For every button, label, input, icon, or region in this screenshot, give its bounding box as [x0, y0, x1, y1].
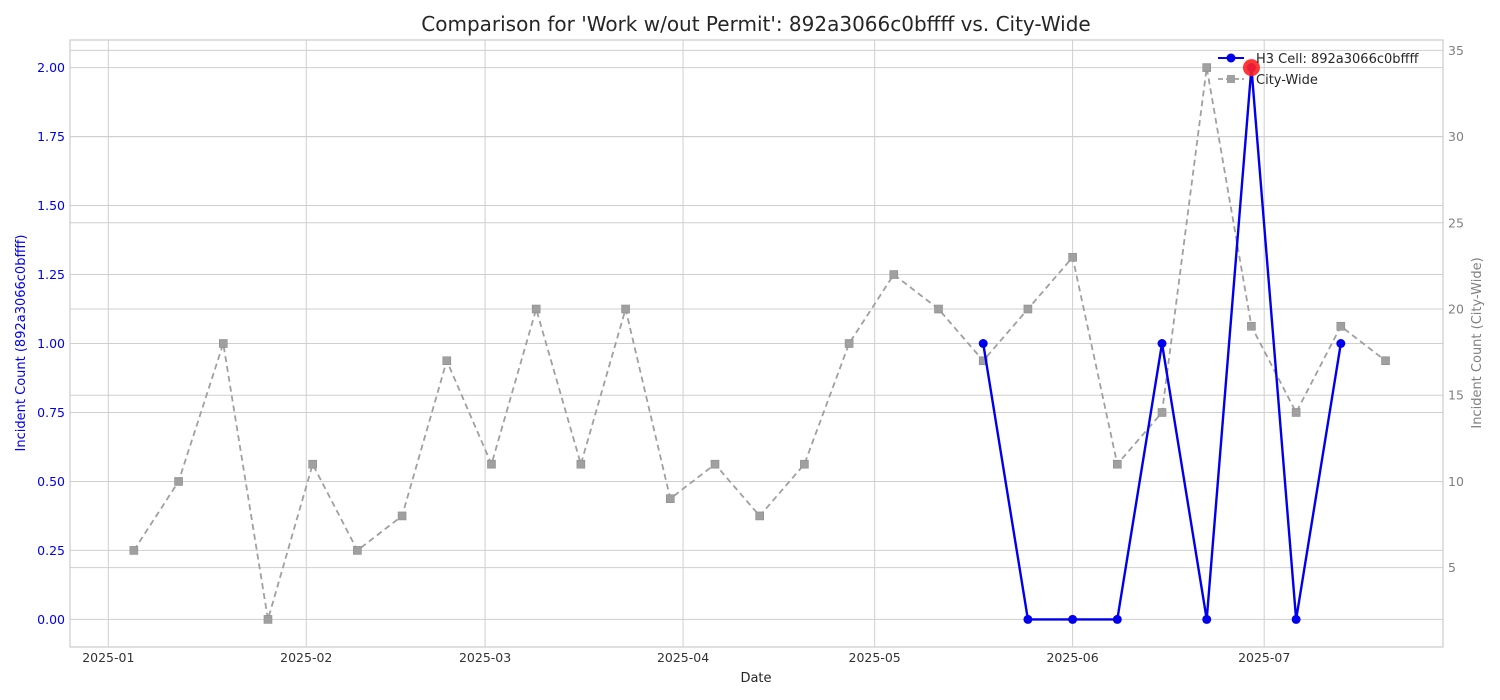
y-right-tick-label: 20 — [1448, 302, 1464, 317]
y-right-tick-label: 35 — [1448, 43, 1464, 58]
axis-ticks: 2025-01 2025-02 2025-03 2025-04 2025-05 2025-… — [37, 43, 1464, 665]
h3-cell-point — [1291, 614, 1301, 624]
legend-city-label: City-Wide — [1256, 73, 1318, 88]
city-wide-point — [442, 356, 452, 366]
city-wide-point — [1336, 321, 1346, 331]
h3-cell-point — [1336, 339, 1346, 348]
y-right-tick-label: 25 — [1448, 215, 1464, 230]
city-wide-point — [621, 304, 630, 314]
y-right-tick-label: 30 — [1448, 129, 1464, 144]
y-axis-right-label: Incident Count (City-Wide) — [1470, 257, 1485, 428]
h3-cell-series — [978, 63, 1346, 624]
city-wide-point — [353, 546, 362, 555]
city-wide-point — [934, 304, 943, 314]
city-wide-point — [129, 546, 139, 555]
x-tick-label: 2025-02 — [280, 650, 332, 665]
city-wide-point — [218, 339, 228, 348]
city-wide-point — [1157, 408, 1167, 417]
city-wide-point — [263, 615, 273, 624]
h3-cell-point — [1023, 614, 1033, 624]
city-wide-point — [1023, 304, 1033, 314]
h3-cell-point — [1068, 614, 1078, 624]
y-left-tick-label: 0.25 — [37, 543, 65, 558]
x-tick-label: 2025-07 — [1238, 650, 1290, 665]
legend-h3-label: H3 Cell: 892a3066c0bffff — [1256, 52, 1419, 67]
chart-title: Comparison for 'Work w/out Permit': 892a… — [421, 12, 1090, 36]
y-left-tick-label: 0.00 — [37, 612, 65, 627]
city-wide-point — [1113, 459, 1122, 469]
city-wide-point — [800, 459, 809, 469]
y-left-tick-label: 2.00 — [37, 60, 65, 75]
grid — [70, 40, 1443, 647]
legend-h3-marker — [1226, 53, 1236, 63]
x-axis-label: Date — [740, 671, 771, 686]
city-wide-point — [1291, 408, 1301, 417]
h3-cell-point — [1157, 339, 1167, 348]
x-tick-label: 2025-04 — [657, 650, 709, 665]
h3-cell-point — [1112, 614, 1122, 624]
x-tick-label: 2025-03 — [459, 650, 511, 665]
city-wide-point — [174, 477, 183, 486]
y-left-tick-label: 0.75 — [37, 405, 65, 420]
x-tick-label: 2025-06 — [1046, 650, 1098, 665]
peak-highlight — [1242, 59, 1260, 77]
city-wide-point — [710, 459, 720, 469]
city-wide-point — [844, 339, 854, 348]
legend-city-marker — [1227, 75, 1235, 83]
y-left-tick-label: 1.50 — [37, 198, 65, 213]
city-wide-point — [665, 494, 675, 503]
y-axis-left-label: Incident Count (892a3066c0bffff) — [14, 235, 29, 452]
y-left-tick-label: 0.50 — [37, 474, 65, 489]
city-wide-point — [1068, 252, 1077, 262]
y-left-tick-label: 1.25 — [37, 267, 65, 282]
city-wide-point — [1381, 356, 1390, 366]
city-wide-point — [397, 511, 407, 521]
y-left-tick-label: 1.75 — [37, 129, 65, 144]
city-wide-point — [576, 459, 586, 469]
y-left-tick-label: 1.00 — [37, 336, 65, 351]
y-right-tick-label: 15 — [1448, 388, 1464, 403]
legend: H3 Cell: 892a3066c0bffff City-Wide — [1218, 52, 1419, 88]
city-wide-point — [755, 511, 764, 521]
city-wide-point — [487, 459, 496, 469]
city-wide-point — [308, 459, 317, 469]
city-wide-point — [1247, 321, 1256, 331]
h3-cell-point — [1202, 614, 1212, 624]
x-tick-label: 2025-05 — [849, 650, 901, 665]
y-right-tick-label: 10 — [1448, 474, 1464, 489]
city-wide-point — [1202, 63, 1212, 72]
plot-frame — [69, 39, 1444, 648]
city-wide-point — [531, 304, 541, 314]
peak-highlight-marker — [1242, 59, 1260, 77]
h3-cell-point — [978, 339, 988, 348]
x-tick-label: 2025-01 — [82, 650, 134, 665]
city-wide-series — [129, 63, 1390, 624]
city-wide-point — [889, 270, 899, 279]
y-right-tick-label: 5 — [1448, 560, 1456, 575]
